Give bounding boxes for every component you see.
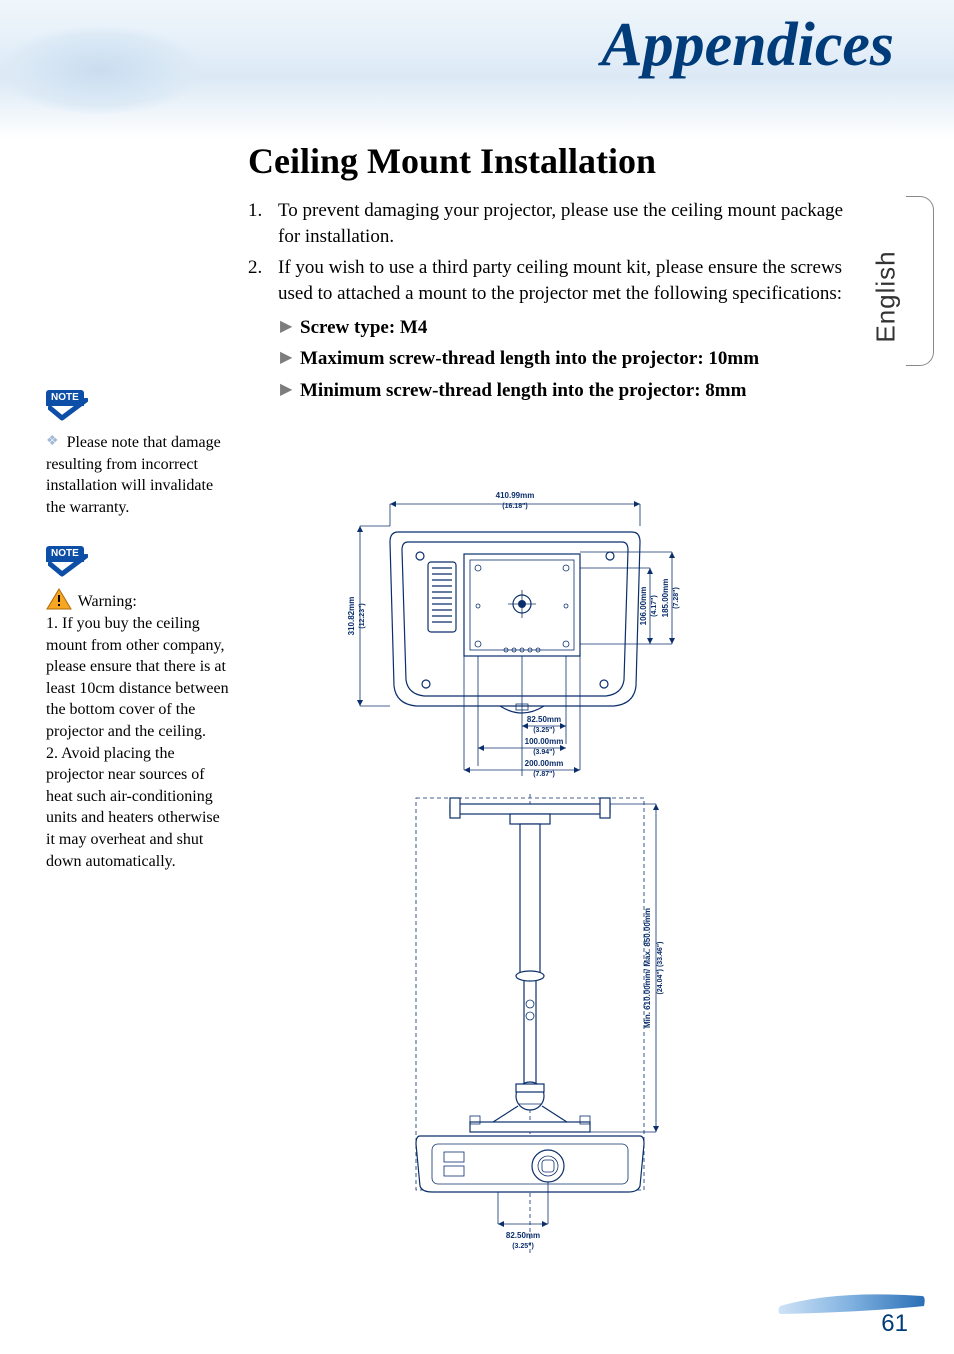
spec-item: ▶ Maximum screw-thread length into the p… xyxy=(280,346,856,372)
list-number: 2. xyxy=(248,255,278,306)
chapter-heading: Appendices xyxy=(601,10,894,81)
page-sky-cloud xyxy=(0,10,260,120)
technical-diagram: 410.99mm (16.18") 310.82mm (12.23") xyxy=(320,476,720,1256)
svg-text:(4.17"): (4.17") xyxy=(651,595,658,617)
bullet-arrow-icon: ▶ xyxy=(280,346,300,372)
note-text: ❖Please note that damage resulting from … xyxy=(46,432,232,518)
page-number-swoosh: 61 xyxy=(776,1288,926,1338)
svg-text:410.99mm: 410.99mm xyxy=(496,491,535,500)
bullet-arrow-icon: ▶ xyxy=(280,315,300,341)
spec-item: ▶ Screw type: M4 xyxy=(280,315,856,341)
diamond-bullet-icon: ❖ xyxy=(46,433,59,452)
list-number: 1. xyxy=(248,198,278,249)
warning-triangle-icon xyxy=(46,588,72,610)
note-icon: NOTE xyxy=(46,390,90,426)
warning-heading: Warning: xyxy=(46,588,232,613)
svg-text:82.50mm: 82.50mm xyxy=(506,1231,540,1240)
svg-text:(16.18"): (16.18") xyxy=(502,503,528,510)
language-tab: English xyxy=(900,196,940,366)
svg-text:82.50mm: 82.50mm xyxy=(527,715,561,724)
svg-text:106.00mm: 106.00mm xyxy=(639,587,648,626)
svg-text:185.00mm: 185.00mm xyxy=(661,579,670,618)
spec-item: ▶ Minimum screw-thread length into the p… xyxy=(280,378,856,404)
body-column: 1. To prevent damaging your projector, p… xyxy=(248,198,856,409)
svg-text:(12.23"): (12.23") xyxy=(359,603,366,629)
svg-text:(24.04") (33.46: (24.04") (33.46") xyxy=(657,942,664,995)
page-number: 61 xyxy=(881,1310,908,1338)
svg-text:(3.25"): (3.25") xyxy=(533,727,555,734)
spec-list: ▶ Screw type: M4 ▶ Maximum screw-thread … xyxy=(280,315,856,404)
spec-text: Minimum screw-thread length into the pro… xyxy=(300,378,746,404)
warning-label: Warning: xyxy=(78,593,137,610)
section-title: Ceiling Mount Installation xyxy=(248,140,656,182)
spec-text: Maximum screw-thread length into the pro… xyxy=(300,346,759,372)
note-block: NOTE ❖Please note that damage resulting … xyxy=(46,390,232,518)
language-tab-label: English xyxy=(870,250,901,342)
bullet-arrow-icon: ▶ xyxy=(280,378,300,404)
svg-text:(7.28"): (7.28") xyxy=(673,587,680,609)
note-icon: NOTE xyxy=(46,546,90,582)
instruction-item: 2. If you wish to use a third party ceil… xyxy=(248,255,856,306)
svg-text:Min. 610.00mm/ Max. 850.00mm: Min. 610.00mm/ Max. 850.00mm xyxy=(643,908,652,1028)
svg-text:(3.94"): (3.94") xyxy=(533,749,555,756)
svg-text:310.82mm: 310.82mm xyxy=(347,597,356,636)
svg-text:(7.87"): (7.87") xyxy=(533,771,555,778)
instruction-item: 1. To prevent damaging your projector, p… xyxy=(248,198,856,249)
instruction-text: To prevent damaging your projector, plea… xyxy=(278,198,856,249)
instruction-text: If you wish to use a third party ceiling… xyxy=(278,255,856,306)
warning-text: 1. If you buy the ceiling mount from oth… xyxy=(46,613,232,872)
sidebar-notes: NOTE ❖Please note that damage resulting … xyxy=(46,390,232,900)
svg-text:200.00mm: 200.00mm xyxy=(525,759,564,768)
spec-text: Screw type: M4 xyxy=(300,315,427,341)
warning-block: NOTE Warning: 1. If you buy the ceiling … xyxy=(46,546,232,872)
svg-text:100.00mm: 100.00mm xyxy=(525,737,564,746)
svg-text:(3.25"): (3.25") xyxy=(512,1243,534,1250)
